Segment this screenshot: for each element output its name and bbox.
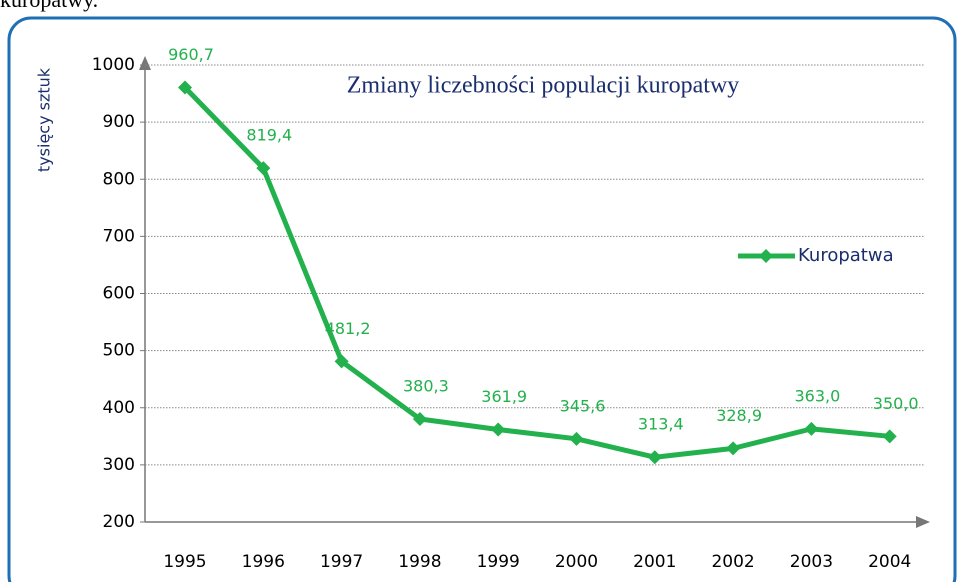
x-tick-label: 1998 xyxy=(398,552,441,572)
x-tick-label: 2003 xyxy=(790,552,833,572)
x-tick-label: 1995 xyxy=(163,552,206,572)
data-label: 363,0 xyxy=(794,386,840,405)
legend-label: Kuropatwa xyxy=(798,245,894,266)
x-tick-label: 1997 xyxy=(320,552,363,572)
chart-title: Zmiany liczebności populacji kuropatwy xyxy=(347,73,740,99)
x-tick-label: 2000 xyxy=(555,552,598,572)
x-arrow xyxy=(916,516,930,528)
data-line xyxy=(183,85,890,460)
data-point xyxy=(804,421,819,436)
y-tick-label: 700 xyxy=(103,226,135,246)
x-tick-label: 2002 xyxy=(711,552,754,572)
data-point xyxy=(726,441,741,456)
data-point xyxy=(647,450,662,465)
x-tick-label: 2001 xyxy=(633,552,676,572)
data-point xyxy=(412,412,427,427)
y-arrow xyxy=(139,56,151,70)
y-tick-label: 800 xyxy=(103,169,135,189)
legend-marker xyxy=(759,249,773,263)
y-tick-label: 200 xyxy=(103,512,135,532)
data-point xyxy=(569,431,584,446)
y-tick-label: 600 xyxy=(103,284,135,304)
x-tick-label: 1996 xyxy=(242,552,285,572)
data-label: 960,7 xyxy=(168,45,214,64)
data-label: 345,6 xyxy=(560,396,606,415)
frame xyxy=(7,16,957,582)
y-tick-label: 300 xyxy=(103,455,135,475)
data-label: 313,4 xyxy=(638,415,684,434)
data-label: 481,2 xyxy=(325,319,371,338)
x-tick-label: 2004 xyxy=(868,552,911,572)
y-tick-label: 500 xyxy=(103,341,135,361)
y-tick-label: 400 xyxy=(103,398,135,418)
data-label: 819,4 xyxy=(246,126,292,145)
data-label: 380,3 xyxy=(403,377,449,396)
data-point xyxy=(334,354,349,369)
y-axis-label: tysięcy sztuk xyxy=(35,67,54,172)
x-tick-label: 1999 xyxy=(477,552,520,572)
data-label: 328,9 xyxy=(716,406,762,425)
header-text: kuropatwy. xyxy=(0,0,98,12)
y-tick-label: 1000 xyxy=(92,55,135,75)
y-tick-label: 900 xyxy=(103,112,135,132)
data-point xyxy=(178,80,192,95)
data-label: 350,0 xyxy=(873,394,919,413)
data-point xyxy=(256,161,271,176)
data-point xyxy=(882,429,897,444)
data-label: 361,9 xyxy=(481,387,527,406)
data-point xyxy=(491,422,506,437)
